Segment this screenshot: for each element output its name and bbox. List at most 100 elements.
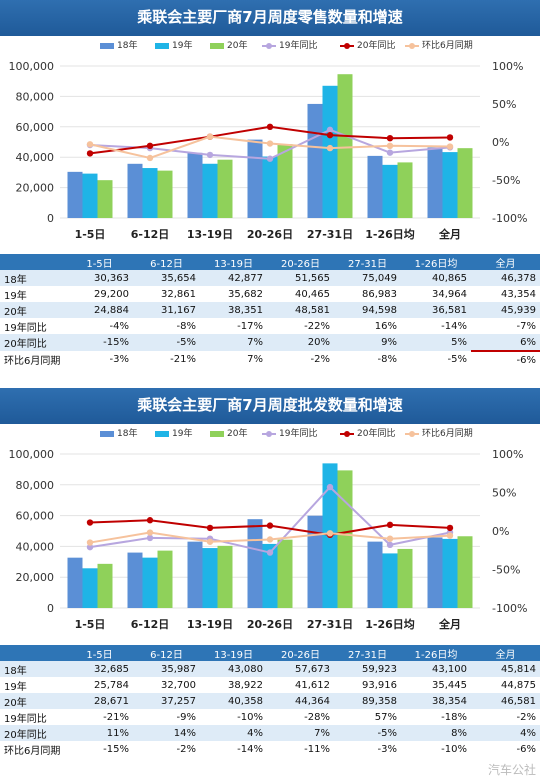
legend-label: 环比6月同期 [422,41,473,51]
table-cell: 35,654 [133,270,200,286]
bar [262,543,278,608]
line-point [266,549,274,556]
table-cell: 89,358 [334,693,401,709]
legend-item: 环比6月同期 [405,426,473,439]
table-cell: 37,257 [133,693,200,709]
line-point [146,517,154,524]
table-row: 19年同比 -21% -9% -10% -28% 57% -18% -2% [0,709,540,725]
bar [157,170,173,218]
y2-tick-label: 50% [492,98,516,111]
table-cell: -11% [267,741,334,757]
table-cell: 4% [471,725,540,741]
table-cell: 7% [200,334,267,351]
table-cell: 57% [334,709,401,725]
header-corner [0,645,66,661]
bar [127,163,143,218]
retail-panel: 乘联会主要厂商7月周度零售数量和增速 18年 19年 20年 19年同比 20年同比 环比… [0,0,540,372]
legend-label: 20年同比 [357,41,396,51]
y-tick-label: 40,000 [16,540,55,553]
line-point [206,133,214,140]
row-label: 20年 [0,302,66,318]
legend-swatch [340,430,354,437]
bar [157,550,173,608]
legend-label: 20年 [227,429,248,439]
row-label: 19年同比 [0,709,66,725]
table-cell: 86,983 [334,286,401,302]
table-cell: 59,923 [334,661,401,677]
table-cell: -10% [401,741,471,757]
table-header: 1-5日 6-12日 13-19日 20-26日 27-31日 1-26日均 全月 [0,254,540,270]
column-header: 6-12日 [133,254,200,270]
column-header: 全月 [471,254,540,270]
bar [427,147,443,218]
bar [187,152,203,218]
table-cell: 30,363 [66,270,133,286]
column-header: 13-19日 [200,645,267,661]
line-point [446,134,454,141]
row-label: 20年同比 [0,725,66,741]
legend: 18年 19年 20年 19年同比 20年同比 环比6月同期 [0,424,540,442]
table-cell: 51,565 [267,270,334,286]
line-point [206,524,214,532]
y-tick-label: 100,000 [9,60,55,73]
table-cell: 25,784 [66,677,133,693]
table-cell: 28,671 [66,693,133,709]
bar [97,180,113,218]
y-tick-label: 0 [47,212,54,225]
y2-tick-label: 100% [492,60,523,73]
table-cell: -8% [334,351,401,368]
bar [322,85,338,218]
table-cell: 38,351 [200,302,267,318]
column-header: 全月 [471,645,540,661]
legend-swatch [100,430,114,437]
bar [442,152,458,218]
bar [427,537,443,608]
table-cell: -15% [66,741,133,757]
table-cell: 43,354 [471,286,540,302]
table-cell: 7% [267,725,334,741]
table-cell: 46,581 [471,693,540,709]
column-header: 20-26日 [267,254,334,270]
line-point [326,530,334,537]
watermark: 汽车公社 [487,763,536,777]
legend-item: 20年同比 [340,426,395,439]
line-point [326,144,334,152]
x-tick-label: 1-5日 [75,228,106,241]
table-cell: -6% [471,741,540,757]
y-tick-label: 40,000 [16,151,55,164]
table-cell: 40,465 [267,286,334,302]
row-label: 18年 [0,270,66,286]
legend-swatch [405,42,419,49]
line-point [266,536,274,543]
line-point [386,135,394,142]
bar [382,553,398,608]
line-point [146,142,154,149]
bar [217,545,233,608]
legend: 18年 19年 20年 19年同比 20年同比 环比6月同期 [0,36,540,54]
row-label: 19年 [0,286,66,302]
table-cell: -2% [133,741,200,757]
bar [82,173,98,218]
table-cell: 11% [66,725,133,741]
table-cell: 9% [334,334,401,351]
table-cell: 46,378 [471,270,540,286]
legend-swatch [155,430,169,437]
bar [307,103,323,218]
table-cell: -5% [133,334,200,351]
bar [397,548,413,608]
table-cell: 43,080 [200,661,267,677]
legend-item: 18年 [100,38,137,51]
table-cell: 20% [267,334,334,351]
bar [277,144,293,218]
x-tick-label: 1-26日均 [365,227,415,241]
legend-swatch [100,42,114,49]
table-cell: 48,581 [267,302,334,318]
table-cell: -21% [66,709,133,725]
line-point [86,543,94,551]
bar [67,557,83,608]
legend-swatch [405,430,419,437]
bar [187,541,203,608]
table-cell: 45,939 [471,302,540,318]
table-row: 19年 29,200 32,861 35,682 40,465 86,983 34,964 4… [0,286,540,302]
y2-tick-label: 0% [492,136,509,149]
